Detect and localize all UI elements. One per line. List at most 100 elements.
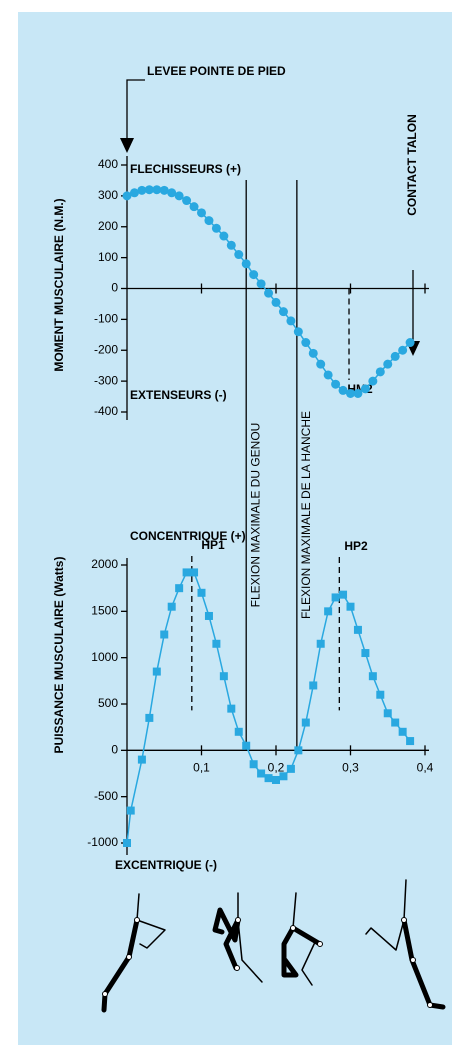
point <box>376 690 385 699</box>
point <box>126 806 135 815</box>
point <box>242 741 251 750</box>
point <box>301 718 310 727</box>
point <box>264 288 274 298</box>
point <box>286 316 296 326</box>
start-arrow <box>126 79 145 140</box>
stick-figures <box>101 879 446 1013</box>
point <box>346 602 355 611</box>
annotation: EXTENSEURS (-) <box>130 388 227 402</box>
point <box>398 727 407 736</box>
point <box>226 240 236 250</box>
point <box>331 379 341 389</box>
y-tick-label: 500 <box>98 696 118 710</box>
y-tick-label: -100 <box>94 312 118 326</box>
point <box>122 191 132 201</box>
y-tick-label: -300 <box>94 373 118 387</box>
y-tick-label: 1500 <box>91 604 118 618</box>
point <box>167 602 176 611</box>
point <box>234 727 243 736</box>
point <box>339 590 348 599</box>
point <box>361 649 370 658</box>
y-tick-label: 300 <box>98 188 118 202</box>
point <box>182 196 192 206</box>
point <box>256 279 266 289</box>
point <box>175 584 184 593</box>
point <box>241 259 251 269</box>
y-tick-label: 200 <box>98 219 118 233</box>
point <box>323 370 333 380</box>
point <box>338 385 348 395</box>
point <box>383 709 392 718</box>
point <box>137 755 146 764</box>
point <box>293 327 303 337</box>
point <box>204 216 214 226</box>
point <box>197 208 206 218</box>
point <box>145 713 154 722</box>
annotation: CONCENTRIQUE (+) <box>130 529 246 543</box>
point <box>249 760 258 769</box>
point <box>227 704 236 713</box>
point <box>391 718 400 727</box>
point <box>249 270 259 280</box>
point <box>360 384 370 394</box>
point <box>346 388 355 398</box>
point <box>264 774 273 783</box>
y-tick-label: -500 <box>94 789 118 803</box>
point <box>182 568 191 577</box>
y-axis-title: MOMENT MUSCULAIRE (N.M.) <box>52 198 66 371</box>
point <box>189 202 199 212</box>
y-tick-label: -400 <box>94 404 118 418</box>
point <box>286 764 295 773</box>
point <box>301 338 311 348</box>
vertical-label: FLEXION MAXIMALE DU GENOU <box>248 423 262 608</box>
annotation: FLECHISSEURS (+) <box>130 162 241 176</box>
point <box>190 568 199 577</box>
point <box>211 223 221 233</box>
point <box>144 185 154 195</box>
point <box>257 769 266 778</box>
point <box>309 681 318 690</box>
y-tick-label: 0 <box>111 281 118 295</box>
point <box>129 188 139 198</box>
point <box>308 348 318 358</box>
point <box>219 672 228 681</box>
point <box>353 625 362 634</box>
point <box>271 297 281 307</box>
point <box>234 250 244 260</box>
point <box>353 388 363 398</box>
point <box>212 639 221 648</box>
point <box>219 231 229 241</box>
y-tick-label: 400 <box>98 157 118 171</box>
panel <box>18 12 452 1045</box>
end-label: CONTACT TALON <box>405 114 419 216</box>
annotation: EXCENTRIQUE (-) <box>115 858 217 872</box>
y-tick-label: -1000 <box>87 835 118 849</box>
y-tick-label: 2000 <box>91 557 118 571</box>
point <box>375 367 385 377</box>
point <box>383 359 393 369</box>
point <box>294 746 303 755</box>
point <box>324 607 333 616</box>
point <box>197 588 206 597</box>
point <box>368 672 377 681</box>
point <box>331 593 340 602</box>
y-tick-label: 100 <box>98 250 118 264</box>
point <box>137 185 147 195</box>
point <box>167 188 177 198</box>
point <box>368 376 378 386</box>
point <box>123 839 131 847</box>
vertical-label: FLEXION MAXIMALE DE LA HANCHE <box>299 411 313 619</box>
y-tick-label: 0 <box>111 743 118 757</box>
y-tick-label: -200 <box>94 342 118 356</box>
point <box>159 185 169 195</box>
start-label: LEVEE POINTE DE PIED <box>147 64 286 78</box>
point <box>174 191 184 201</box>
point <box>278 307 288 317</box>
point <box>316 639 325 648</box>
point <box>279 772 288 781</box>
point <box>405 338 415 348</box>
peak-label: HP1 <box>201 538 225 552</box>
point <box>316 359 326 369</box>
